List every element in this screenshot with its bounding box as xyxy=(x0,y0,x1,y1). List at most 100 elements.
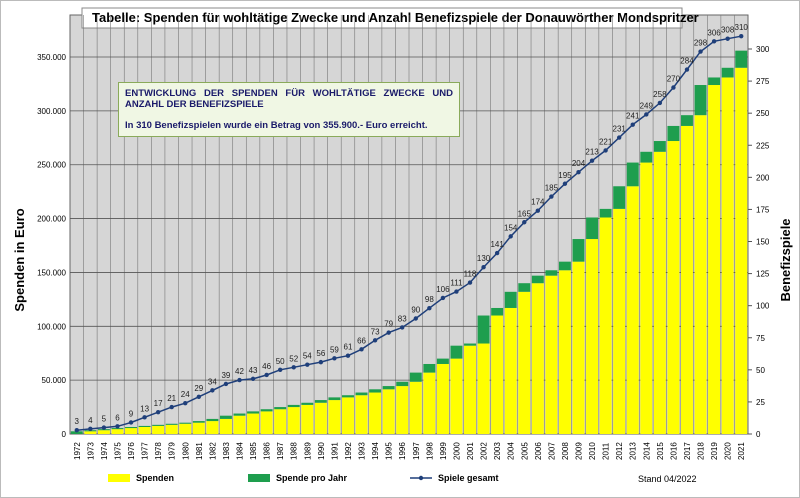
bar xyxy=(328,400,341,434)
line-marker xyxy=(671,85,676,90)
bar xyxy=(206,421,219,434)
bar xyxy=(233,415,246,434)
bar xyxy=(653,151,666,434)
legend-swatch xyxy=(248,474,270,482)
line-marker xyxy=(562,181,568,186)
x-tick-label: 2019 xyxy=(710,442,719,460)
y2-tick-label: 100 xyxy=(756,302,770,311)
bar xyxy=(531,283,544,434)
legend-label: Spenden xyxy=(136,473,174,483)
y2-tick-label: 50 xyxy=(756,366,765,375)
bar xyxy=(247,411,260,414)
y2-tick-label: 175 xyxy=(756,205,770,214)
x-tick-label: 1983 xyxy=(222,442,231,460)
x-tick-label: 1991 xyxy=(330,442,339,460)
line-marker xyxy=(210,388,215,393)
bar xyxy=(436,363,449,434)
bar xyxy=(274,409,287,434)
line-marker xyxy=(318,359,324,365)
x-tick-label: 1974 xyxy=(100,442,109,460)
data-label: 3 xyxy=(75,417,80,426)
data-label: 111 xyxy=(450,279,463,288)
bar xyxy=(613,208,626,434)
bar xyxy=(287,404,300,408)
x-tick-label: 1985 xyxy=(249,442,258,460)
line-marker xyxy=(725,36,730,41)
bar xyxy=(586,239,599,434)
data-label: 241 xyxy=(626,112,640,121)
line-marker xyxy=(711,39,717,44)
y2-tick-label: 150 xyxy=(756,238,770,247)
y2-tick-label: 25 xyxy=(756,398,765,407)
y-tick-label: 100.000 xyxy=(37,322,66,331)
line-marker xyxy=(332,356,337,361)
bar xyxy=(450,358,463,434)
x-tick-label: 1988 xyxy=(290,442,299,460)
line-marker xyxy=(576,170,581,175)
bar xyxy=(125,426,137,429)
x-tick-label: 2000 xyxy=(452,442,461,460)
y2-tick-label: 250 xyxy=(756,109,770,118)
y2-tick-label: 0 xyxy=(756,430,761,439)
x-tick-label: 1999 xyxy=(439,442,448,460)
x-tick-label: 2006 xyxy=(534,442,543,460)
line-marker xyxy=(467,280,473,285)
data-label: 118 xyxy=(464,270,477,279)
x-tick-label: 1978 xyxy=(154,442,163,460)
line-marker xyxy=(115,424,120,429)
line-marker xyxy=(494,250,500,256)
bar xyxy=(165,424,178,434)
data-label: 6 xyxy=(115,413,120,422)
bar xyxy=(626,186,639,434)
bar xyxy=(314,402,327,434)
data-label: 5 xyxy=(102,415,107,424)
bar xyxy=(192,421,205,423)
line-marker xyxy=(359,347,364,352)
line-marker xyxy=(535,208,541,213)
line-marker xyxy=(169,404,174,410)
line-marker xyxy=(440,295,446,301)
bar xyxy=(613,186,626,209)
bar xyxy=(219,415,232,419)
bar xyxy=(301,402,314,405)
data-label: 221 xyxy=(599,137,613,146)
bar xyxy=(599,217,612,434)
line-marker xyxy=(372,338,378,343)
annotation-box: ENTWICKLUNG DER SPENDEN FÜR WOHLTÄTIGE Z… xyxy=(118,82,460,137)
bar xyxy=(436,358,449,364)
bar xyxy=(667,125,680,142)
line-marker xyxy=(616,135,622,140)
bar xyxy=(84,431,97,434)
x-tick-label: 1984 xyxy=(236,442,245,460)
legend-marker xyxy=(418,475,424,481)
data-label: 308 xyxy=(721,26,735,35)
line-marker xyxy=(644,112,649,117)
x-tick-label: 2011 xyxy=(602,442,611,460)
data-label: 174 xyxy=(531,198,545,207)
x-tick-label: 1981 xyxy=(195,442,204,460)
data-label: 42 xyxy=(235,367,244,376)
bar xyxy=(681,115,693,126)
x-tick-label: 2002 xyxy=(480,442,489,460)
y-tick-label: 50.000 xyxy=(42,376,67,385)
data-label: 13 xyxy=(140,404,149,413)
x-tick-label: 1972 xyxy=(73,442,82,460)
bar xyxy=(287,407,300,434)
x-tick-label: 1997 xyxy=(412,442,421,460)
bar xyxy=(342,397,354,434)
data-label: 284 xyxy=(680,57,694,66)
bar xyxy=(382,386,395,390)
data-label: 213 xyxy=(585,148,599,157)
bar xyxy=(355,392,368,396)
line-marker xyxy=(291,365,296,370)
bar xyxy=(274,407,287,410)
data-label: 106 xyxy=(436,285,450,294)
bar xyxy=(260,411,273,434)
bar xyxy=(260,409,273,412)
bar xyxy=(708,77,721,86)
x-tick-label: 2018 xyxy=(697,442,706,460)
data-label: 50 xyxy=(276,357,285,366)
x-tick-label: 1986 xyxy=(263,442,272,460)
line-marker xyxy=(74,427,79,433)
y2-tick-label: 275 xyxy=(756,77,770,86)
